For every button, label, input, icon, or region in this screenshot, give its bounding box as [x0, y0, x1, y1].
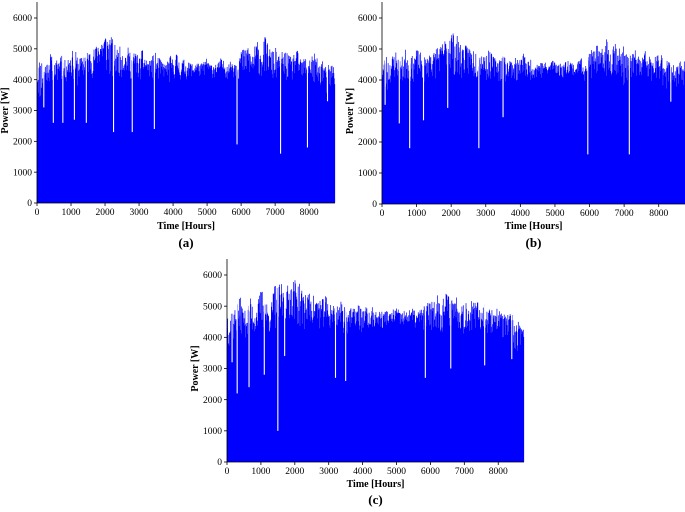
x-tick-label: 1000 [407, 209, 426, 219]
y-tick-label: 6000 [358, 14, 377, 24]
panel-label: (a) [178, 235, 193, 250]
y-tick-label: 2000 [203, 396, 222, 406]
x-tick-label: 7000 [615, 209, 634, 219]
x-tick-label: 4000 [164, 208, 183, 218]
x-tick-label: 8000 [300, 208, 319, 218]
chart-panel-b: 0 1000 2000 3000 4000 5000 6000 0 1000 2000 3000 40… [345, 0, 685, 256]
x-tick-label: 6000 [232, 208, 251, 218]
y-tick-label: 2000 [358, 138, 377, 148]
y-tick-label: 3000 [358, 107, 377, 117]
x-tick-label: 7000 [266, 208, 285, 218]
x-tick-label: 0 [225, 467, 230, 477]
x-tick-label: 3000 [319, 467, 338, 477]
x-tick-label: 8000 [489, 467, 508, 477]
x-tick-label: 4000 [511, 209, 530, 219]
chart-c: 0 1000 2000 3000 4000 5000 6000 0 1000 2000 3000 40… [190, 259, 525, 507]
y-tick-label: 0 [217, 458, 222, 468]
x-axis-title: Time [Hours] [157, 221, 215, 232]
x-tick-label: 5000 [387, 467, 406, 477]
y-tick-label: 1000 [358, 169, 377, 179]
x-tick-label: 0 [35, 208, 40, 218]
x-tick-label: 3000 [476, 209, 495, 219]
x-axis-title: Time [Hours] [347, 479, 405, 490]
y-tick-label: 2000 [13, 138, 32, 148]
y-axis-title: Power [W] [0, 87, 11, 133]
y-tick-label: 1000 [203, 427, 222, 437]
x-tick-label: 4000 [353, 467, 372, 477]
x-tick-label: 5000 [198, 208, 217, 218]
x-tick-label: 1000 [62, 208, 81, 218]
y-tick-label: 3000 [13, 107, 32, 117]
x-tick-label: 3000 [130, 208, 149, 218]
x-tick-label: 2000 [96, 208, 115, 218]
y-tick-label: 5000 [13, 45, 32, 55]
x-tick-label: 5000 [545, 209, 564, 219]
y-tick-label: 0 [372, 200, 377, 210]
x-tick-label: 1000 [251, 467, 270, 477]
panel-label: (c) [368, 492, 382, 507]
y-axis-title: Power [W] [345, 88, 356, 134]
y-tick-label: 6000 [203, 271, 222, 281]
chart-panel-a: 0 1000 2000 3000 4000 5000 6000 0 1000 2000 3000 40… [0, 0, 340, 256]
y-axis-title: Power [W] [190, 345, 201, 391]
y-tick-label: 5000 [358, 45, 377, 55]
x-tick-label: 6000 [421, 467, 440, 477]
chart-b: 0 1000 2000 3000 4000 5000 6000 0 1000 2000 3000 40… [345, 2, 685, 250]
x-tick-label: 0 [380, 209, 385, 219]
x-tick-label: 2000 [285, 467, 304, 477]
x-tick-label: 8000 [649, 209, 668, 219]
y-tick-label: 0 [27, 199, 32, 209]
x-tick-label: 7000 [455, 467, 474, 477]
y-tick-label: 5000 [203, 302, 222, 312]
y-tick-label: 1000 [13, 168, 32, 178]
x-tick-label: 6000 [580, 209, 599, 219]
y-tick-label: 4000 [203, 334, 222, 344]
y-tick-label: 6000 [13, 14, 32, 24]
panel-label: (b) [526, 235, 542, 250]
chart-panel-c: 0 1000 2000 3000 4000 5000 6000 0 1000 2000 3000 40… [190, 258, 530, 512]
chart-a: 0 1000 2000 3000 4000 5000 6000 0 1000 2000 3000 40… [0, 2, 336, 250]
x-axis-title: Time [Hours] [505, 221, 563, 232]
y-tick-label: 4000 [358, 76, 377, 86]
y-tick-label: 3000 [203, 365, 222, 375]
y-tick-label: 4000 [13, 76, 32, 86]
x-tick-label: 2000 [442, 209, 461, 219]
